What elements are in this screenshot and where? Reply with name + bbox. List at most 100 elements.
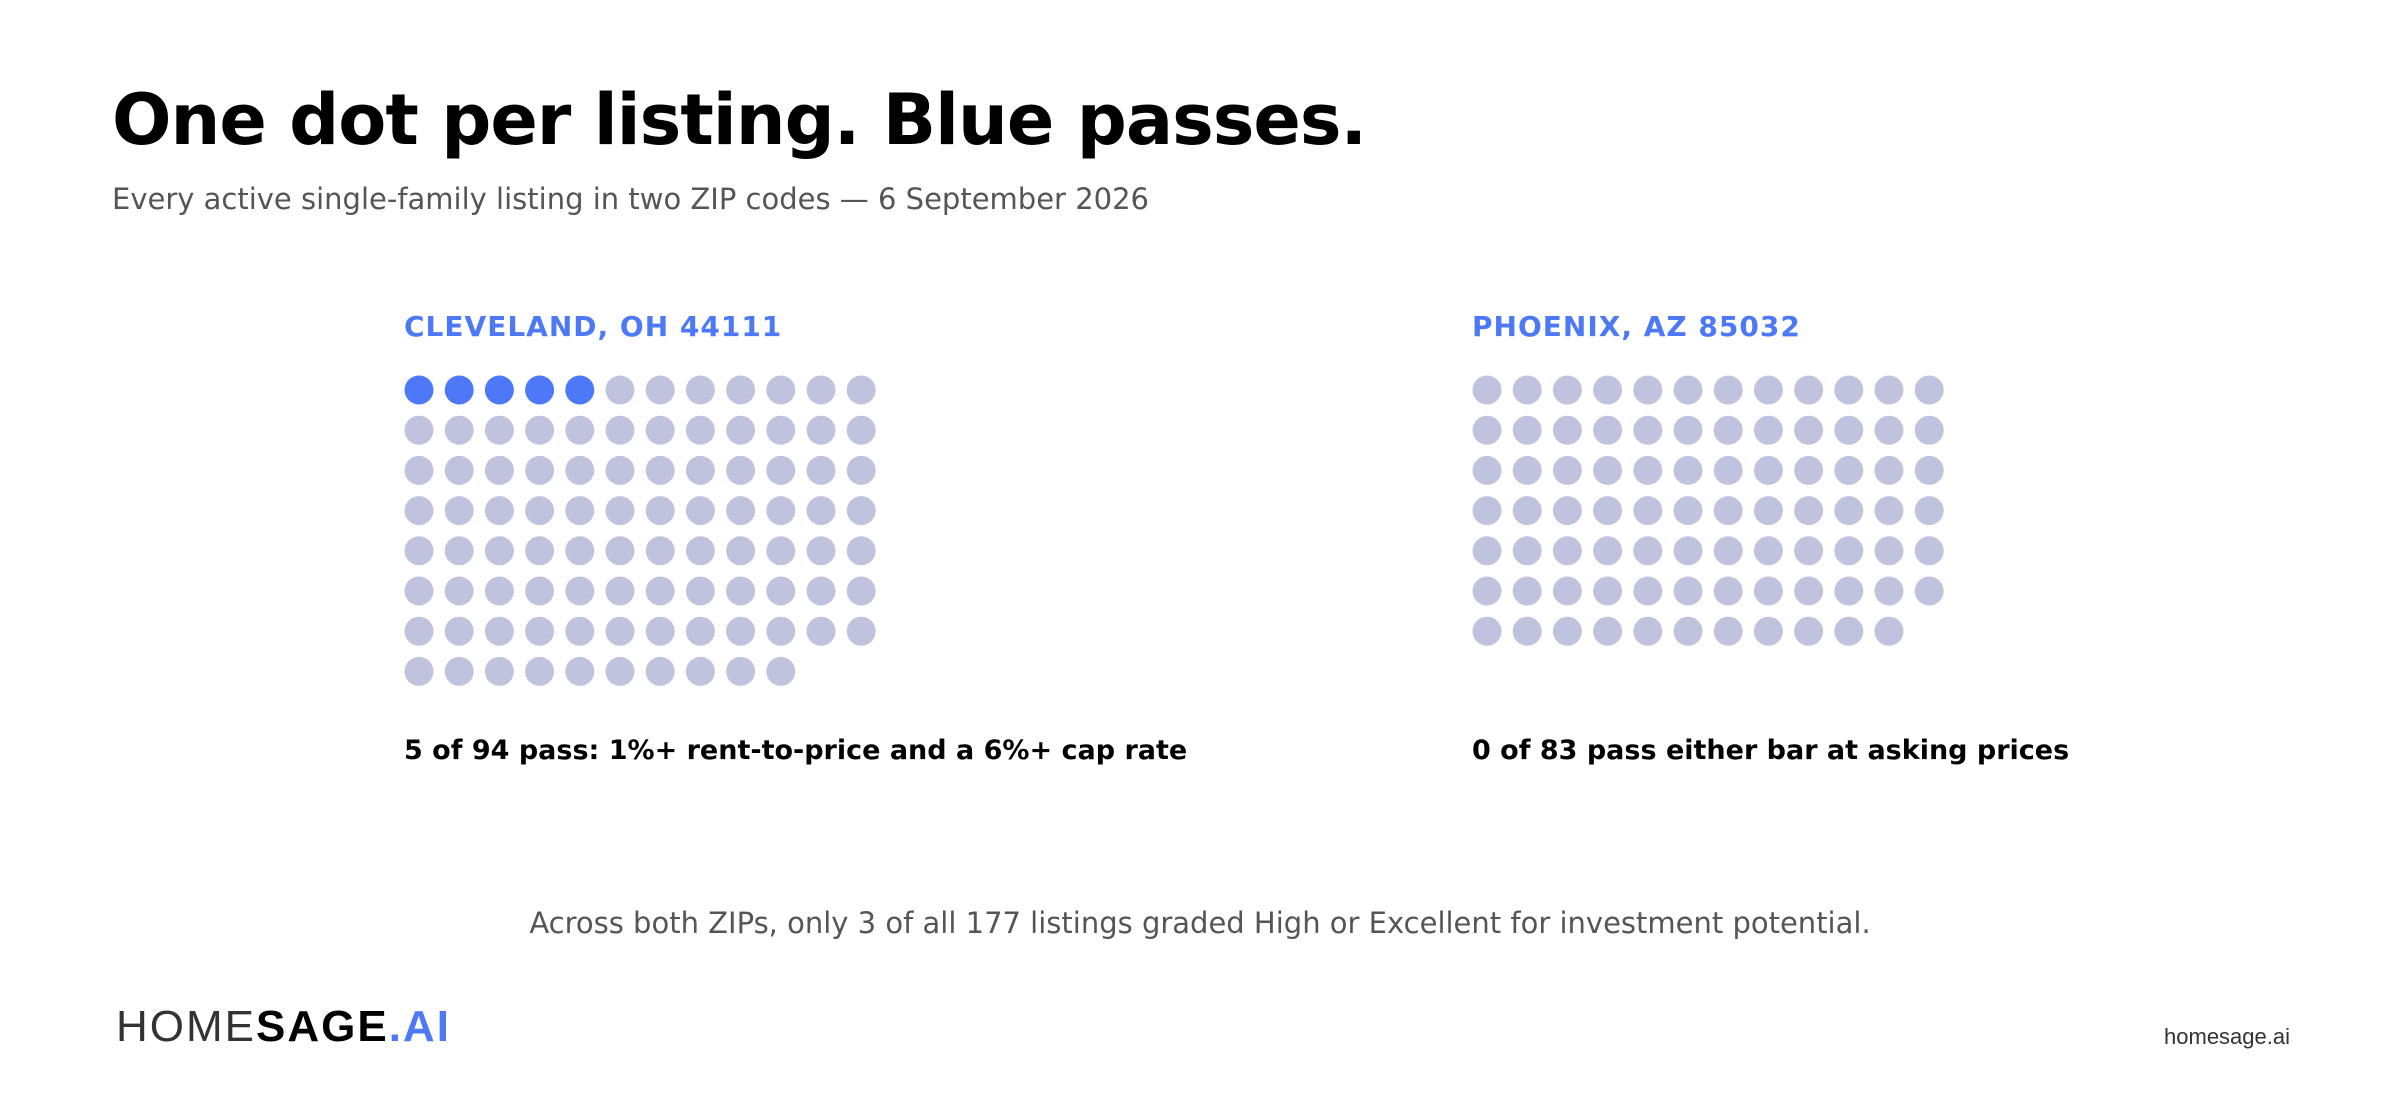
phoenix-listing-dot-fail <box>1834 496 1864 526</box>
summary-footnote: Across both ZIPs, only 3 of all 177 list… <box>529 906 1871 940</box>
phoenix-caption: 0 of 83 pass either bar at asking prices <box>1472 735 2070 766</box>
cleveland-caption: 5 of 94 pass: 1%+ rent-to-price and a 6%… <box>404 735 1188 766</box>
cleveland-listing-dot-fail <box>846 496 876 526</box>
phoenix-listing-dot-fail <box>1874 455 1904 485</box>
cleveland-listing-dot-fail <box>404 455 434 485</box>
phoenix-listing-dot-fail <box>1593 496 1623 526</box>
phoenix-listing-dot-fail <box>1673 415 1703 445</box>
phoenix-listing-dot-fail <box>1874 496 1904 526</box>
cleveland-listing-dot-fail <box>726 536 756 566</box>
cleveland-listing-dot-fail <box>444 415 474 445</box>
phoenix-listing-dot-fail <box>1552 536 1582 566</box>
cleveland-dot-grid <box>404 375 876 686</box>
cleveland-listing-dot-fail <box>645 616 675 646</box>
phoenix-listing-dot-fail <box>1753 455 1783 485</box>
cleveland-listing-dot-fail <box>484 496 514 526</box>
cleveland-listing-dot-pass <box>444 375 474 405</box>
phoenix-listing-dot-fail <box>1874 616 1904 646</box>
phoenix-listing-dot-fail <box>1794 455 1824 485</box>
cleveland-listing-dot-fail <box>645 496 675 526</box>
cleveland-listing-dot-fail <box>766 415 796 445</box>
cleveland-listing-dot-fail <box>605 536 635 566</box>
phoenix-listing-dot-fail <box>1794 616 1824 646</box>
page-subtitle: Every active single-family listing in tw… <box>112 182 1149 216</box>
cleveland-listing-dot-fail <box>525 576 555 606</box>
cleveland-listing-dot-fail <box>605 576 635 606</box>
phoenix-listing-dot-fail <box>1633 616 1663 646</box>
phoenix-listing-dot-fail <box>1753 496 1783 526</box>
phoenix-listing-dot-fail <box>1753 616 1783 646</box>
phoenix-listing-dot-fail <box>1673 536 1703 566</box>
cleveland-listing-dot-fail <box>605 616 635 646</box>
cleveland-listing-dot-fail <box>605 455 635 485</box>
phoenix-listing-dot-fail <box>1633 496 1663 526</box>
cleveland-listing-dot-fail <box>726 375 756 405</box>
cleveland-listing-dot-fail <box>525 536 555 566</box>
cleveland-listing-dot-fail <box>766 375 796 405</box>
phoenix-listing-dot-fail <box>1834 616 1864 646</box>
phoenix-listing-dot-fail <box>1753 576 1783 606</box>
cleveland-listing-dot-fail <box>444 496 474 526</box>
cleveland-listing-dot-fail <box>565 536 595 566</box>
phoenix-listing-dot-fail <box>1914 576 1944 606</box>
cleveland-listing-dot-fail <box>484 415 514 445</box>
cleveland-listing-dot-fail <box>806 576 836 606</box>
cleveland-listing-dot-fail <box>645 576 675 606</box>
logo-part-home: HOME <box>116 1002 256 1051</box>
phoenix-listing-dot-fail <box>1512 375 1542 405</box>
phoenix-listing-dot-fail <box>1472 375 1502 405</box>
phoenix-listing-dot-fail <box>1472 616 1502 646</box>
cleveland-listing-dot-fail <box>645 536 675 566</box>
cleveland-panel-title: CLEVELAND, OH 44111 <box>404 310 783 343</box>
phoenix-listing-dot-fail <box>1512 496 1542 526</box>
cleveland-listing-dot-fail <box>726 496 756 526</box>
phoenix-listing-dot-fail <box>1914 375 1944 405</box>
phoenix-listing-dot-fail <box>1834 536 1864 566</box>
cleveland-listing-dot-fail <box>404 415 434 445</box>
cleveland-listing-dot-fail <box>404 616 434 646</box>
cleveland-listing-dot-fail <box>525 455 555 485</box>
cleveland-listing-dot-fail <box>444 576 474 606</box>
cleveland-listing-dot-fail <box>846 616 876 646</box>
cleveland-listing-dot-fail <box>444 656 474 686</box>
cleveland-listing-dot-fail <box>766 616 796 646</box>
phoenix-listing-dot-fail <box>1673 496 1703 526</box>
phoenix-listing-dot-fail <box>1633 415 1663 445</box>
phoenix-listing-dot-fail <box>1753 375 1783 405</box>
cleveland-listing-dot-fail <box>645 375 675 405</box>
cleveland-listing-dot-fail <box>525 656 555 686</box>
cleveland-listing-dot-fail <box>484 536 514 566</box>
phoenix-listing-dot-fail <box>1874 576 1904 606</box>
cleveland-listing-dot-fail <box>404 496 434 526</box>
phoenix-panel-title: PHOENIX, AZ 85032 <box>1472 310 1801 343</box>
phoenix-listing-dot-fail <box>1633 375 1663 405</box>
cleveland-listing-dot-fail <box>766 576 796 606</box>
phoenix-listing-dot-fail <box>1633 536 1663 566</box>
phoenix-listing-dot-fail <box>1512 616 1542 646</box>
phoenix-listing-dot-fail <box>1874 415 1904 445</box>
phoenix-listing-dot-fail <box>1713 536 1743 566</box>
phoenix-listing-dot-fail <box>1834 375 1864 405</box>
phoenix-listing-dot-fail <box>1874 536 1904 566</box>
phoenix-listing-dot-fail <box>1753 536 1783 566</box>
phoenix-listing-dot-fail <box>1794 496 1824 526</box>
cleveland-listing-dot-fail <box>806 375 836 405</box>
cleveland-listing-dot-fail <box>565 576 595 606</box>
phoenix-listing-dot-fail <box>1713 616 1743 646</box>
cleveland-listing-dot-fail <box>565 616 595 646</box>
cleveland-listing-dot-fail <box>444 536 474 566</box>
cleveland-listing-dot-fail <box>806 536 836 566</box>
cleveland-listing-dot-fail <box>484 656 514 686</box>
cleveland-listing-dot-fail <box>645 455 675 485</box>
phoenix-listing-dot-fail <box>1713 576 1743 606</box>
svg-text:HOMESAGE.AI: HOMESAGE.AI <box>116 1002 451 1051</box>
phoenix-listing-dot-fail <box>1834 415 1864 445</box>
phoenix-listing-dot-fail <box>1794 536 1824 566</box>
phoenix-listing-dot-fail <box>1512 455 1542 485</box>
phoenix-listing-dot-fail <box>1552 616 1582 646</box>
page-title: One dot per listing. Blue passes. <box>112 79 1367 161</box>
cleveland-listing-dot-fail <box>685 415 715 445</box>
cleveland-listing-dot-fail <box>565 415 595 445</box>
cleveland-listing-dot-fail <box>444 616 474 646</box>
cleveland-listing-dot-fail <box>685 576 715 606</box>
